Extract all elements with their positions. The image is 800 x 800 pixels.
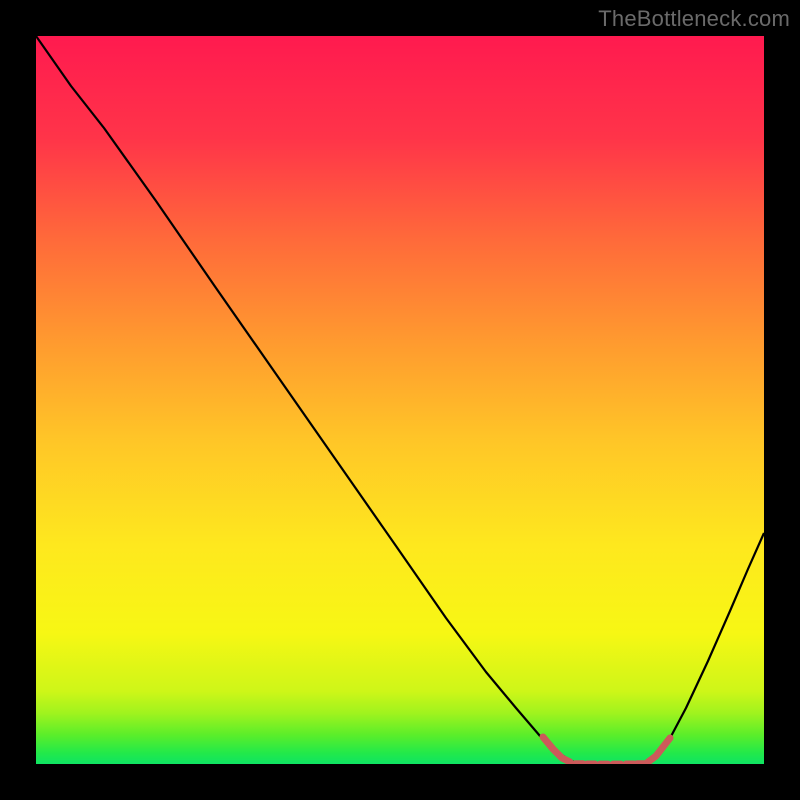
chart-area: [36, 36, 764, 764]
chart-container: TheBottleneck.com: [0, 0, 800, 800]
gradient-background: [36, 36, 764, 764]
gradient-chart: [36, 36, 764, 764]
watermark-text: TheBottleneck.com: [598, 6, 790, 32]
